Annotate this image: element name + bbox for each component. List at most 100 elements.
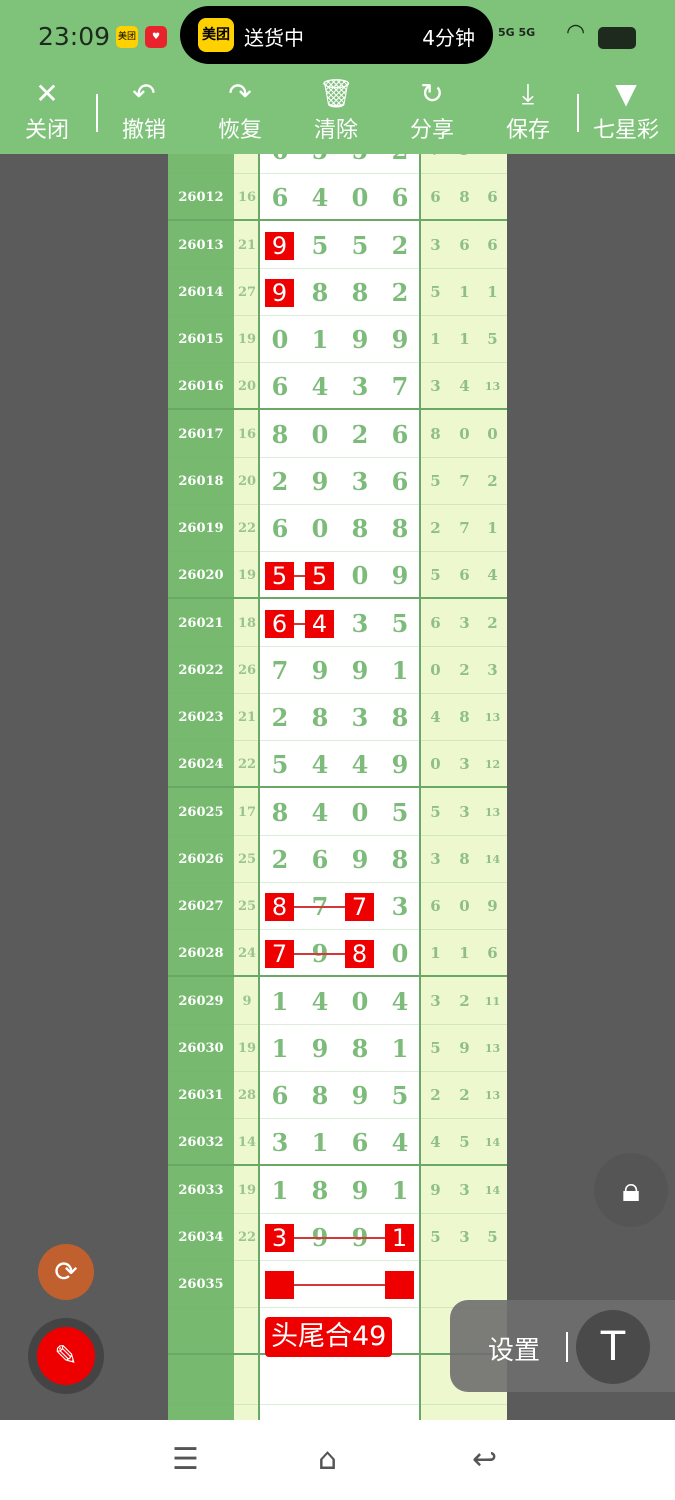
table-row[interactable]: 26027 25 8 7 7 3 6 0 9	[168, 883, 507, 930]
table-row[interactable]: 26028 24 7 9 8 0 1 1 6	[168, 930, 507, 978]
table-row[interactable]: 26020 19 5 5 0 9 5 6 4	[168, 552, 507, 600]
stat-cell: 1	[487, 519, 498, 537]
stat-cell: 13	[484, 1089, 501, 1102]
highlighted-digit[interactable]: 8	[265, 893, 294, 921]
clock: 23:09	[38, 22, 111, 51]
digit-cell: 0	[271, 325, 289, 354]
digit-cell: 8	[391, 703, 409, 732]
toolbar-label: 保存	[505, 118, 550, 143]
table-row[interactable]: 26033 19 1 8 9 1 9 3 14	[168, 1167, 507, 1214]
table-row[interactable]: 26034 22 3 9 9 1 5 3 5	[168, 1214, 507, 1261]
sum-cell: 16	[237, 190, 257, 206]
connector-line	[294, 906, 345, 908]
stat-cell: 2	[459, 991, 470, 1010]
table-row[interactable]: 26029 9 1 4 0 4 3 2 11	[168, 978, 507, 1025]
sum-cell: 26	[237, 662, 257, 678]
highlighted-digit[interactable]: 8	[345, 940, 374, 969]
pen-button[interactable]: ✎	[28, 1318, 104, 1394]
highlighted-digit[interactable]: 6	[265, 609, 294, 638]
digit-cell: 9	[351, 1081, 369, 1110]
stat-cell: 2	[430, 519, 441, 537]
stat-cell: 5	[430, 471, 441, 490]
text-tool-button[interactable]: T	[576, 1310, 650, 1384]
pen-icon: ✎	[37, 1327, 95, 1385]
toolbar-redo-button[interactable]: ↷ 恢复	[200, 76, 280, 144]
digit-cell: 3	[391, 892, 409, 921]
table-row[interactable]: 26012 16 6 4 0 6 6 8 6	[168, 174, 507, 222]
stat-cell: 1	[459, 282, 470, 301]
table-row[interactable]: 26014 27 9 8 8 2 5 1 1	[168, 269, 507, 316]
stat-cell: 8	[430, 424, 441, 443]
table-row[interactable]: 26021 18 6 4 3 5 6 3 2	[168, 600, 507, 647]
table-row[interactable]: 26026 25 2 6 9 8 3 8 14	[168, 836, 507, 883]
stat-cell: 11	[484, 994, 501, 1008]
stat-cell: 5	[487, 330, 498, 348]
highlighted-digit[interactable]: 1	[385, 1223, 414, 1252]
highlighted-digit[interactable]: 4	[305, 609, 334, 638]
connector-line	[294, 1236, 385, 1239]
digit-cell: 3	[271, 1128, 289, 1158]
digit-cell: 1	[391, 1175, 409, 1205]
toolbar-download-button[interactable]: ⤓ 保存	[488, 76, 568, 144]
toolbar-dropdown-button[interactable]: ▼ 七星彩	[586, 76, 666, 144]
digit-cell: 9	[351, 1175, 369, 1205]
toolbar-label: 恢复	[217, 118, 262, 143]
table-row[interactable]: 26018 20 2 9 3 6 5 7 2	[168, 458, 507, 505]
menu-icon[interactable]: ☰	[172, 1442, 199, 1477]
table-row[interactable]: 26022 26 7 9 9 1 0 2 3	[168, 647, 507, 694]
table-row[interactable]: 26015 19 0 1 9 9 1 1 5	[168, 316, 507, 363]
digit-cell: 2	[351, 419, 369, 449]
digit-cell: 6	[391, 183, 409, 213]
highlighted-digit[interactable]: 5	[305, 562, 334, 591]
table-row[interactable]: 26016 20 6 4 3 7 3 4 13	[168, 363, 507, 411]
annotation-label[interactable]: 头尾合49	[265, 1317, 393, 1357]
lock-icon[interactable]: 🔒︎	[594, 1153, 668, 1227]
highlighted-digit[interactable]: 7	[265, 940, 294, 969]
digit-cell: 5	[391, 1081, 409, 1110]
table-row[interactable]: 26035	[168, 1261, 507, 1308]
stat-cell	[421, 1261, 450, 1308]
sum-cell: 21	[237, 237, 257, 253]
period-cell: 26021	[178, 615, 224, 631]
table-row[interactable]: 26031 28 6 8 9 5 2 2 13	[168, 1072, 507, 1119]
highlighted-digit[interactable]	[265, 1271, 294, 1299]
signal-icon: 5G 5G	[498, 26, 536, 39]
digit-cell: 9	[311, 466, 329, 496]
highlighted-digit[interactable]: 5	[265, 562, 294, 591]
digit-cell: 9	[391, 750, 409, 780]
table-row[interactable]: 26025 17 8 4 0 5 5 3 13	[168, 789, 507, 836]
table-row[interactable]: 26023 21 2 8 3 8 4 8 13	[168, 694, 507, 741]
table-row[interactable]: 26019 22 6 0 8 8 2 7 1	[168, 505, 507, 552]
settings-button[interactable]: 设置	[488, 1336, 541, 1366]
highlighted-digit[interactable]: 9	[265, 278, 294, 307]
highlighted-digit[interactable]: 3	[265, 1223, 294, 1252]
stat-cell: 2	[459, 1086, 470, 1104]
table-row[interactable]: 26013 21 9 5 5 2 3 6 6	[168, 222, 507, 269]
table-row[interactable]: 26024 22 5 4 4 9 0 3 12	[168, 741, 507, 789]
toolbar-trash-button[interactable]: 🗑 清除	[296, 76, 376, 144]
home-icon[interactable]: ⌂	[318, 1442, 338, 1477]
period-cell: 26031	[178, 1088, 224, 1103]
digit-cell: 8	[391, 844, 409, 874]
stat-cell: 13	[484, 1041, 501, 1055]
toolbar-close-button[interactable]: ✕ 关闭	[7, 76, 87, 144]
toolbar-undo-button[interactable]: ↶ 撤销	[104, 76, 184, 144]
sum-cell: 20	[237, 473, 257, 489]
stat-cell: 7	[459, 519, 470, 537]
refresh-icon[interactable]: ⟳	[38, 1244, 94, 1300]
highlighted-digit[interactable]	[385, 1271, 414, 1299]
back-icon[interactable]: ↩	[472, 1442, 498, 1477]
sum-cell: 9	[242, 993, 252, 1009]
table-row[interactable]: 26032 14 3 1 6 4 4 5 14	[168, 1119, 507, 1167]
highlighted-digit[interactable]: 9	[265, 231, 294, 260]
digit-cell: 2	[391, 230, 409, 260]
dynamic-island[interactable]: 美团 送货中 4分钟	[180, 6, 493, 64]
digit-cell: 5	[311, 230, 329, 260]
highlighted-digit[interactable]: 7	[345, 893, 374, 921]
stat-cell: 6	[459, 235, 470, 254]
meituan-icon: 美团	[116, 26, 138, 48]
table-row[interactable]: 26017 16 8 0 2 6 8 0 0	[168, 411, 507, 458]
table-row[interactable]: 26030 19 1 9 8 1 5 9 13	[168, 1025, 507, 1072]
toolbar-share-button[interactable]: ↻ 分享	[392, 76, 472, 144]
